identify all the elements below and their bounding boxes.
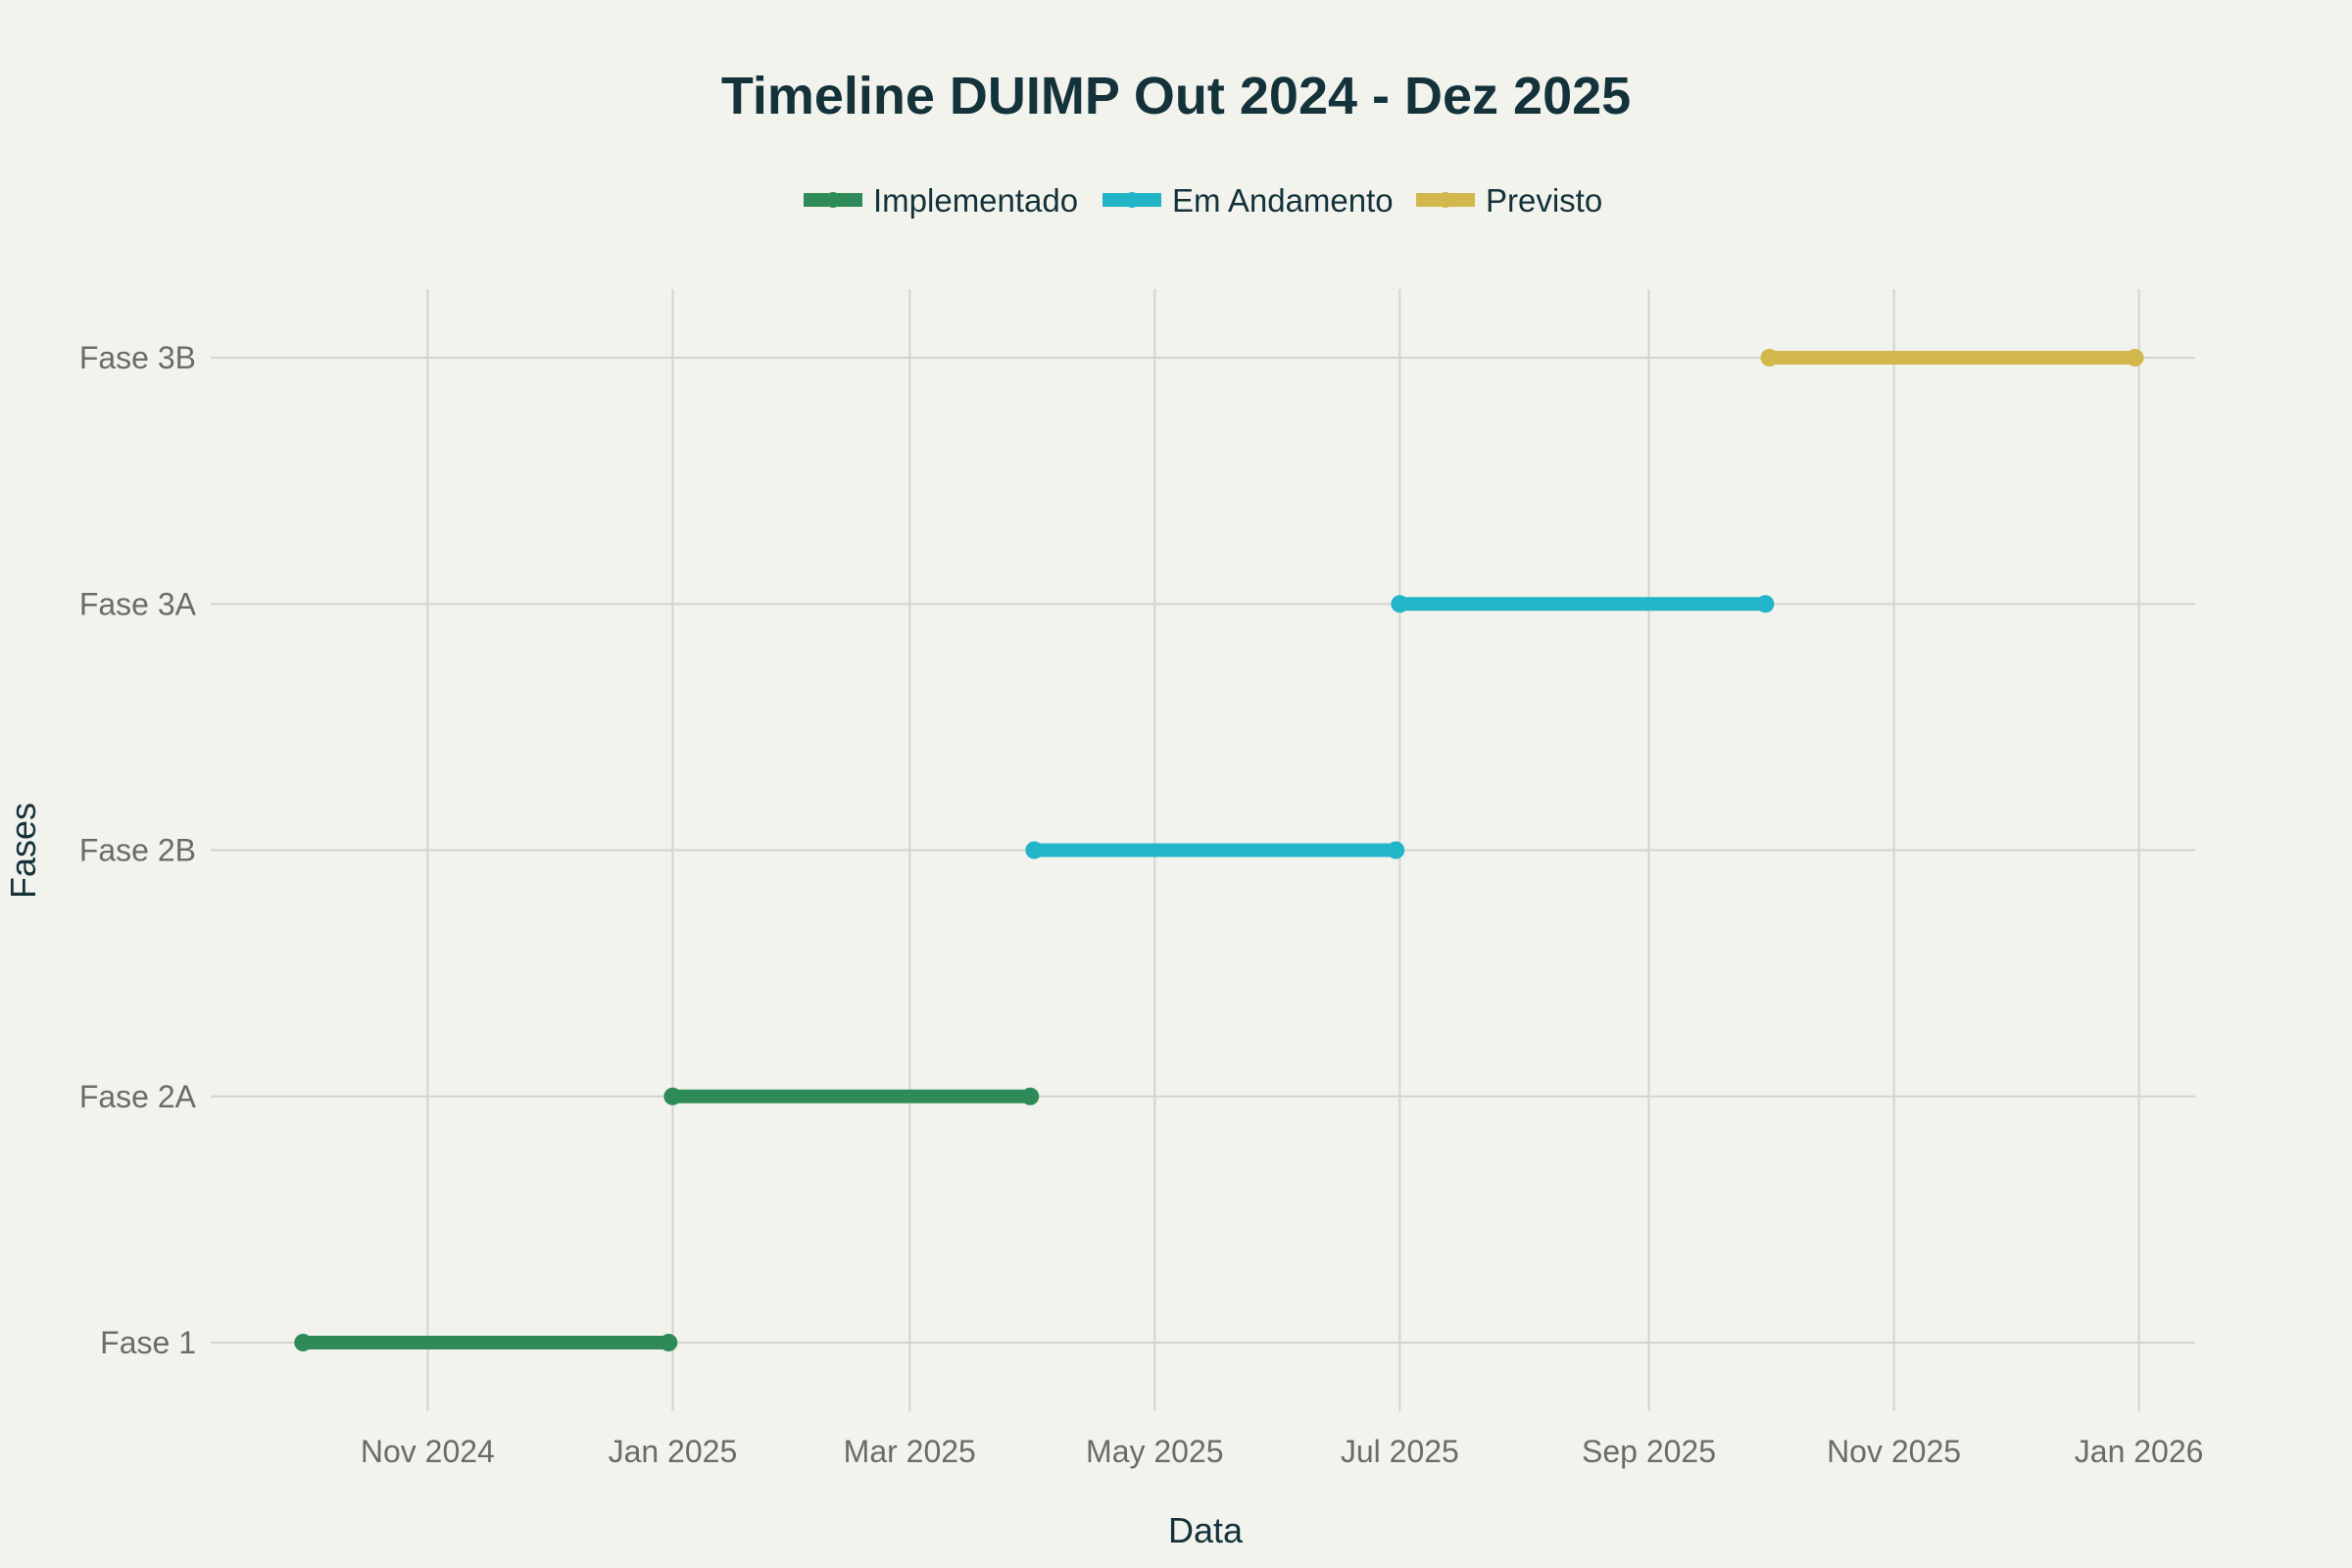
x-tick-label: Jan 2026 — [2075, 1434, 2204, 1469]
segment-end-point — [1756, 595, 1775, 613]
x-tick-label: May 2025 — [1086, 1434, 1224, 1469]
legend-marker — [825, 192, 841, 208]
x-tick-label: Nov 2025 — [1827, 1434, 1961, 1469]
segment-start-point — [1760, 349, 1779, 367]
y-tick-label: Fase 2A — [79, 1079, 197, 1114]
x-tick-label: Jan 2025 — [609, 1434, 738, 1469]
x-tick-label: Jul 2025 — [1341, 1434, 1459, 1469]
segment-start-point — [663, 1087, 682, 1105]
y-axis-ticks: Fase 1 Fase 2A Fase 2B Fase 3A Fase 3B — [79, 340, 197, 1360]
legend: Implementado Em Andamento Previsto — [804, 182, 1602, 219]
x-axis-ticks: Nov 2024 Jan 2025 Mar 2025 May 2025 Jul 2025… — [361, 1434, 2204, 1469]
segment-end-point — [2126, 349, 2144, 367]
legend-label: Previsto — [1486, 182, 1602, 219]
y-tick-label: Fase 3B — [79, 340, 196, 375]
segment-start-point — [1391, 595, 1409, 613]
y-axis-label: Fases — [3, 803, 43, 899]
y-tick-label: Fase 2B — [79, 833, 196, 868]
chart-title: Timeline DUIMP Out 2024 - Dez 2025 — [721, 67, 1631, 125]
legend-marker — [1124, 192, 1140, 208]
legend-marker — [1438, 192, 1453, 208]
segment-start-point — [1025, 841, 1044, 859]
segment-end-point — [1387, 841, 1405, 859]
y-tick-label: Fase 1 — [100, 1325, 196, 1360]
x-tick-label: Nov 2024 — [361, 1434, 495, 1469]
x-tick-label: Sep 2025 — [1582, 1434, 1716, 1469]
segment-end-point — [660, 1334, 678, 1351]
x-axis-label: Data — [1168, 1510, 1244, 1550]
legend-label: Implementado — [873, 182, 1078, 219]
legend-label: Em Andamento — [1172, 182, 1394, 219]
segment-end-point — [1021, 1087, 1040, 1105]
x-tick-label: Mar 2025 — [844, 1434, 976, 1469]
y-tick-label: Fase 3A — [79, 586, 197, 621]
timeline-bars — [294, 349, 2144, 1351]
segment-start-point — [294, 1334, 313, 1351]
